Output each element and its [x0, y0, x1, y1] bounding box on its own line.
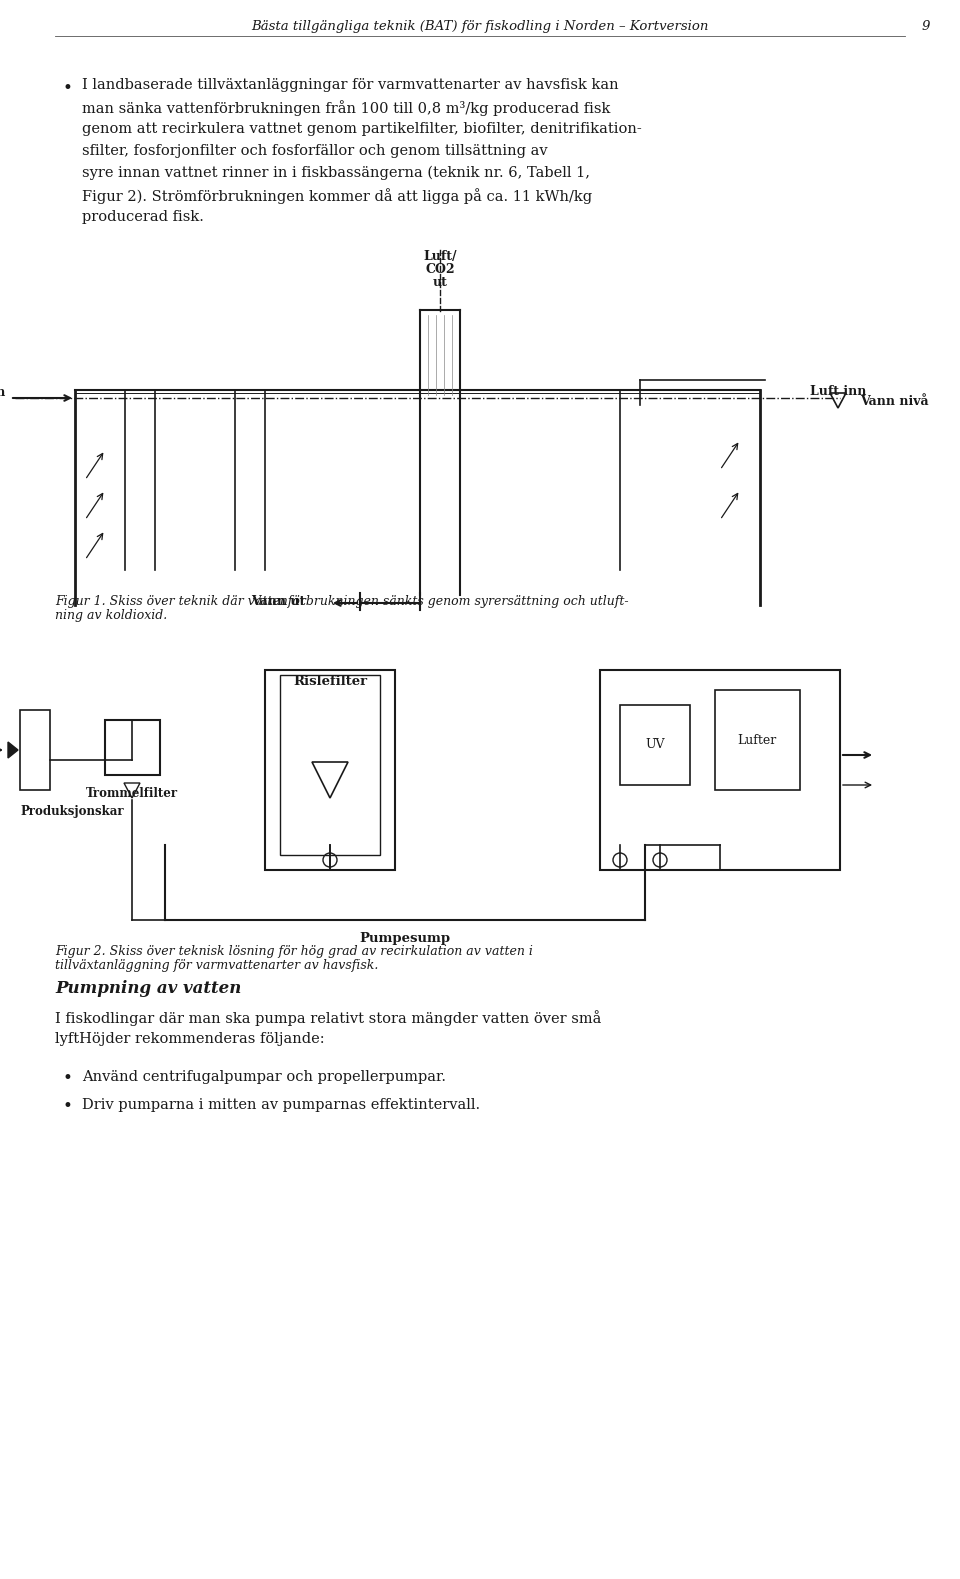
Text: Rislefilter: Rislefilter [293, 674, 367, 688]
Text: Produksjonskar: Produksjonskar [20, 805, 124, 818]
Text: •: • [62, 1097, 72, 1115]
Text: Vann nivå: Vann nivå [860, 395, 928, 407]
Text: Vann ut: Vann ut [251, 595, 305, 608]
Text: Pumpesump: Pumpesump [359, 932, 450, 944]
Text: Luft inn: Luft inn [810, 385, 866, 398]
Text: CO2: CO2 [425, 264, 455, 276]
Text: Lufter: Lufter [737, 734, 777, 747]
Text: ut: ut [433, 276, 447, 289]
Text: 9: 9 [922, 21, 930, 33]
Polygon shape [8, 742, 18, 758]
Bar [600, 669, 840, 870]
Text: Figur 1. Skiss över teknik där vattenförbrukningen sänkts genom syrersättning oc: Figur 1. Skiss över teknik där vattenför… [55, 595, 629, 608]
Bar [280, 674, 380, 854]
Bar [20, 711, 50, 790]
Text: I landbaserade tillväxtanläggningar för varmvattenarter av havsfisk kan: I landbaserade tillväxtanläggningar för … [82, 77, 618, 92]
Text: UV: UV [645, 739, 664, 752]
Text: I fiskodlingar där man ska pumpa relativt stora mängder vatten över små: I fiskodlingar där man ska pumpa relativ… [55, 1011, 601, 1026]
Bar [620, 704, 690, 785]
Text: •: • [62, 81, 72, 96]
Text: sfilter, fosforjonfilter och fosforfällor och genom tillsättning av: sfilter, fosforjonfilter och fosforfällo… [82, 144, 547, 158]
Text: tillväxtanläggning för varmvattenarter av havsfisk.: tillväxtanläggning för varmvattenarter a… [55, 958, 378, 973]
Text: Figur 2. Skiss över teknisk lösning för hög grad av recirkulation av vatten i: Figur 2. Skiss över teknisk lösning för … [55, 944, 533, 958]
Text: syre innan vattnet rinner in i fiskbassängerna (teknik nr. 6, Tabell 1,: syre innan vattnet rinner in i fiskbassä… [82, 166, 590, 180]
Text: Vann inn: Vann inn [0, 385, 5, 399]
Text: Figur 2). Strömförbrukningen kommer då att ligga på ca. 11 kWh/kg: Figur 2). Strömförbrukningen kommer då a… [82, 188, 592, 204]
Bar [715, 690, 800, 790]
Text: Pumpning av vatten: Pumpning av vatten [55, 981, 241, 996]
Text: •: • [62, 1071, 72, 1086]
Text: Använd centrifugalpumpar och propellerpumpar.: Använd centrifugalpumpar och propellerpu… [82, 1071, 446, 1085]
Text: genom att recirkulera vattnet genom partikelfilter, biofilter, denitrifikation-: genom att recirkulera vattnet genom part… [82, 122, 641, 136]
Text: Driv pumparna i mitten av pumparnas effektintervall.: Driv pumparna i mitten av pumparnas effe… [82, 1097, 480, 1112]
Text: Trommelfilter: Trommelfilter [86, 786, 178, 801]
Text: lyftHöjder rekommenderas följande:: lyftHöjder rekommenderas följande: [55, 1033, 324, 1045]
Text: Bästa tillgängliga teknik (BAT) för fiskodling i Norden – Kortversion: Bästa tillgängliga teknik (BAT) för fisk… [252, 21, 708, 33]
Bar [105, 720, 160, 775]
Text: producerad fisk.: producerad fisk. [82, 210, 204, 224]
Text: Luft/: Luft/ [423, 249, 457, 264]
Bar [265, 669, 395, 870]
Text: man sänka vattenförbrukningen från 100 till 0,8 m³/kg producerad fisk: man sänka vattenförbrukningen från 100 t… [82, 99, 611, 115]
Text: ning av koldioxid.: ning av koldioxid. [55, 609, 167, 622]
